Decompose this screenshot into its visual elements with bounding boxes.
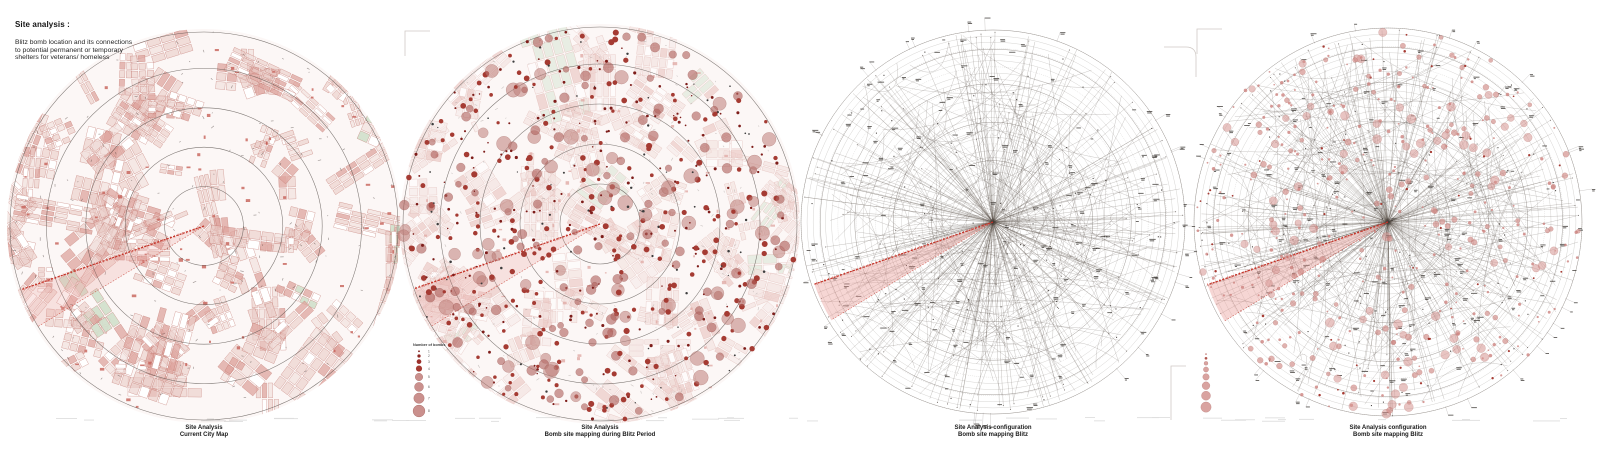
blitz-ray-line <box>814 221 994 285</box>
hub-rays <box>1196 29 1579 417</box>
legend-label: 1 <box>428 350 430 354</box>
legend-bomb-scale <box>1200 353 1212 413</box>
legend-label: 6 <box>428 385 430 389</box>
legend-dot <box>413 392 425 404</box>
distance-rings <box>9 31 399 421</box>
legend-label: 4 <box>428 367 430 371</box>
frame-marks <box>404 28 1222 420</box>
panel-configuration-bombs <box>1183 23 1596 419</box>
blitz-ray-line <box>20 225 205 291</box>
legend-label: 3 <box>428 360 430 364</box>
blitz-ray-line <box>413 223 601 290</box>
header-description-line-1: Blitz bomb location and its connections <box>15 39 133 46</box>
caption-line-2: Bomb site mapping during Blitz Period <box>544 432 656 438</box>
legend-label: 2 <box>428 354 430 358</box>
distance-rings <box>402 26 798 422</box>
legend-dot <box>418 350 420 353</box>
legend-dot <box>1200 401 1212 413</box>
caption-line-1: Site Analysis <box>581 425 619 431</box>
header-description-line-3: shelters for veterans/ homeless <box>15 54 110 62</box>
panel-configuration <box>800 17 1197 428</box>
legend-dot <box>1203 361 1209 366</box>
caption-bomb-site-mapping: Site Analysis Bomb site mapping during B… <box>460 425 740 439</box>
node-labels <box>803 17 1197 428</box>
legend-dot <box>1201 381 1211 390</box>
legend-dot <box>415 373 423 381</box>
caption-line-2: Bomb site mapping Blitz <box>1352 432 1423 438</box>
caption-line-1: Site Analysis <box>185 425 223 431</box>
caption-configuration-bombs: Site Analysis configuration Bomb site ma… <box>1248 425 1528 439</box>
legend-label: 8 <box>428 409 430 413</box>
fine-rings <box>1193 27 1583 417</box>
legend-dot <box>1205 353 1207 355</box>
legend-number-of-bombs: Number of bombs 12 3 4 5 6 7 8 <box>412 343 446 418</box>
connection-chords <box>1201 36 1579 410</box>
legend-dot <box>1204 356 1208 360</box>
blitz-wedge <box>20 226 205 327</box>
bomb-dots <box>397 29 797 422</box>
legend-dot <box>1201 390 1211 401</box>
legend-dot <box>415 365 423 372</box>
connection-chords <box>808 35 1180 409</box>
header-description-line-2: to potential permanent or temporary <box>15 46 124 54</box>
bomb-dots <box>1196 27 1581 419</box>
header: Site analysis : Blitz bomb location and … <box>15 20 185 62</box>
caption-configuration: Site Analysis configuration Bomb site ma… <box>853 425 1133 439</box>
fine-print-marks <box>56 417 1567 422</box>
legend-dot <box>414 382 424 392</box>
caption-line-1: Site Analysis configuration <box>954 425 1032 431</box>
caption-line-2: Current City Map <box>179 432 229 438</box>
legend-label: 7 <box>428 396 430 400</box>
caption-line-2: Bomb site mapping Blitz <box>957 432 1028 438</box>
caption-line-1: Site Analysis configuration <box>1349 425 1427 431</box>
caption-current-city-map: Site Analysis Current City Map <box>64 425 344 439</box>
legend-dot <box>1203 366 1209 373</box>
panel-current-city-map <box>7 29 401 423</box>
city-map-texture <box>7 29 401 415</box>
legend-title: Number of bombs <box>413 343 446 347</box>
legend-label: 5 <box>428 375 430 379</box>
hub-rays <box>804 31 1184 411</box>
legend-dot <box>412 404 426 418</box>
blitz-wedge <box>814 222 993 320</box>
blitz-ray-line <box>1207 221 1389 286</box>
node-labels <box>1183 23 1596 416</box>
legend-dot <box>1202 373 1210 381</box>
panel-bomb-site-mapping <box>397 24 800 424</box>
page-title: Site analysis : <box>15 20 70 29</box>
legend-dot <box>416 359 422 364</box>
legend-dot <box>417 354 421 358</box>
